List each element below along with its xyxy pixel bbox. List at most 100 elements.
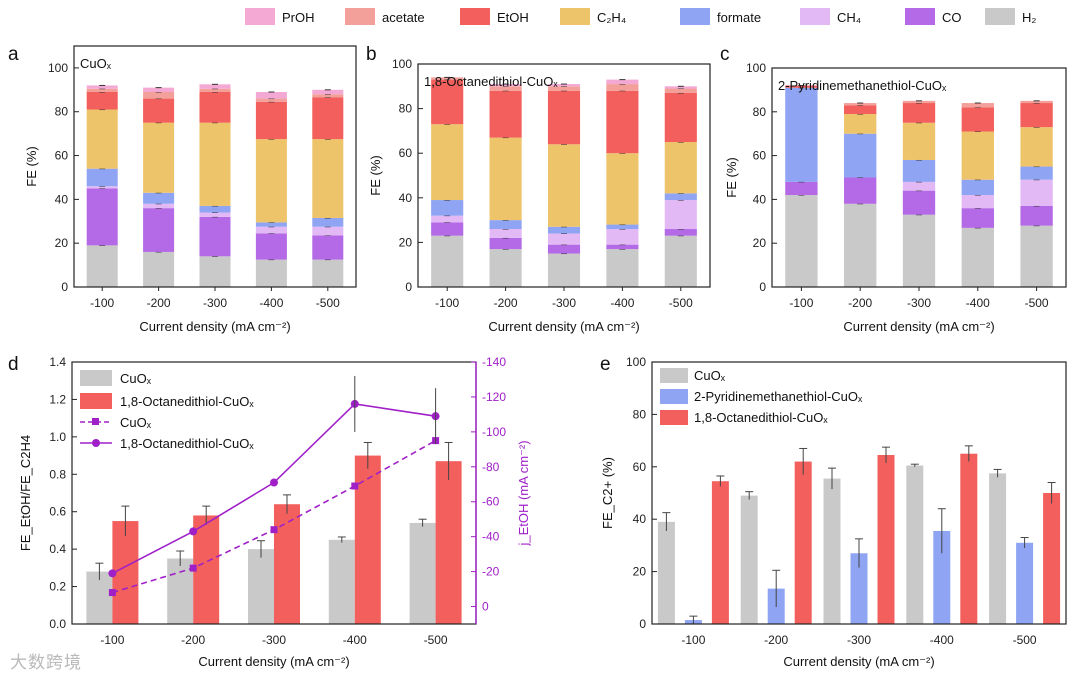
bar-segment [606,84,639,91]
point [108,569,117,578]
y-tick-label: 60 [633,460,647,474]
point [270,526,278,534]
bar-segment [902,181,936,191]
legend-marker [92,418,99,425]
bar-segment [961,103,994,108]
legend-label: 1,8-Octanedithiol-CuOₓ [120,394,254,409]
bar-segment [664,142,697,194]
legend-swatch [80,370,112,386]
bar-segment [431,77,464,80]
x-tick-label: -400 [930,633,954,647]
y-axis-label: FE_C2+ (%) [600,457,615,529]
bar [274,504,300,624]
bar-segment [143,203,175,209]
bar-segment [431,79,464,125]
point [189,564,197,572]
legend-label: CuOₓ [120,371,152,386]
x-tick-label: -200 [494,296,518,310]
bar-segment [1020,100,1053,104]
bar-segment [1020,225,1053,287]
bar [906,465,924,624]
legend-swatch [80,393,112,409]
bar-segment [902,214,936,287]
bar-segment [785,181,818,196]
bar-segment [312,235,344,260]
y-tick-label: 0.4 [49,542,66,556]
bar-segment [902,159,936,182]
x-tick-label: -500 [1025,296,1049,310]
bar-segment [606,79,639,85]
inset-label: CuOₓ [80,56,112,71]
bar [1043,493,1061,624]
inset-label: 1,8-Octanedithiol-CuOₓ [424,74,558,89]
x-axis-label: Current density (mA cm⁻²) [198,654,349,669]
y2-axis-label: j_EtOH (mA cm⁻²) [516,440,531,546]
bar-segment [844,133,877,178]
bar-segment [902,103,936,123]
x-tick-label: -100 [435,296,459,310]
y-tick-label: 1.0 [49,430,66,444]
panel-e: 0 20 40 60 80 100 -100 -200 -300 -400 -500 Current … [600,354,1067,669]
y2-tick-label: 0 [482,600,489,614]
legend-label-1: acetate [382,10,425,25]
panel-a: 0 20 40 60 80 100 -100 -200 -300 -400 -500 Current … [8,44,357,334]
bar-segment [664,88,697,93]
point [108,589,116,597]
y-tick-label: 40 [753,192,767,206]
y-tick-label: 0 [61,280,68,294]
x-tick-label: -300 [203,296,227,310]
bar-segment [785,85,818,88]
bar-segment [489,237,522,250]
bar [657,521,675,624]
y-tick-label: 0.6 [49,505,66,519]
legend-label-0: PrOH [282,10,315,25]
bar-segment [606,244,639,250]
bar-segment [86,245,118,287]
bar-segment [902,100,936,104]
y-tick-label: 1.2 [49,392,66,406]
panel-letter: e [600,354,611,375]
bar-segment [255,222,287,227]
bar-segment [1020,205,1053,226]
y-tick-label: 0.0 [49,617,66,631]
bar [933,530,951,624]
x-tick-label: -400 [343,633,367,647]
x-tick-label: -200 [764,633,788,647]
bar-segment [199,84,231,89]
watermark: 大数跨境 [10,653,82,673]
bar [354,455,381,624]
bar-segment [1020,179,1053,206]
y2-tick-label: -40 [482,530,500,544]
y-tick-label: 60 [399,146,413,160]
legend-swatch-3 [560,8,590,25]
inset-label: 2-Pyridinemethanethiol-CuOₓ [778,78,947,93]
panel-d: 0.0 0.2 0.4 0.6 0.8 1.0 1.2 1.4 0 -20 -40 -60 -80 -10… [8,354,531,669]
bar-segment [961,227,994,287]
bar [794,461,812,624]
top-legend: PrOH acetate EtOH C₂H₄ formate CH₄ CO H₂ [245,8,1036,25]
bar-segment [255,101,287,140]
bar [167,558,194,624]
bar-segment [664,92,697,143]
bar [823,478,841,624]
x-axis-label: Current density (mA cm⁻²) [783,654,934,669]
bar [960,453,978,624]
x-tick-label: -200 [181,633,205,647]
legend-swatch [660,368,688,383]
bar-segment [664,86,697,89]
bar-segment [143,92,175,99]
y-tick-label: 0 [759,280,766,294]
legend-swatch-1 [345,8,375,25]
legend-swatch-4 [680,8,710,25]
panel-c: 0 20 40 60 80 100 -100 -200 -300 -400 -500 Current … [720,44,1067,334]
x-tick-label: -200 [848,296,872,310]
x-tick-label: -500 [669,296,693,310]
bar-segment [844,177,877,204]
legend-label-7: H₂ [1022,10,1036,25]
y-tick-label: 100 [626,355,646,369]
bar [740,495,758,624]
bar-segment [844,203,877,287]
bar-segment [547,226,581,234]
panel-letter: a [8,44,19,65]
bar-segment [547,233,581,245]
